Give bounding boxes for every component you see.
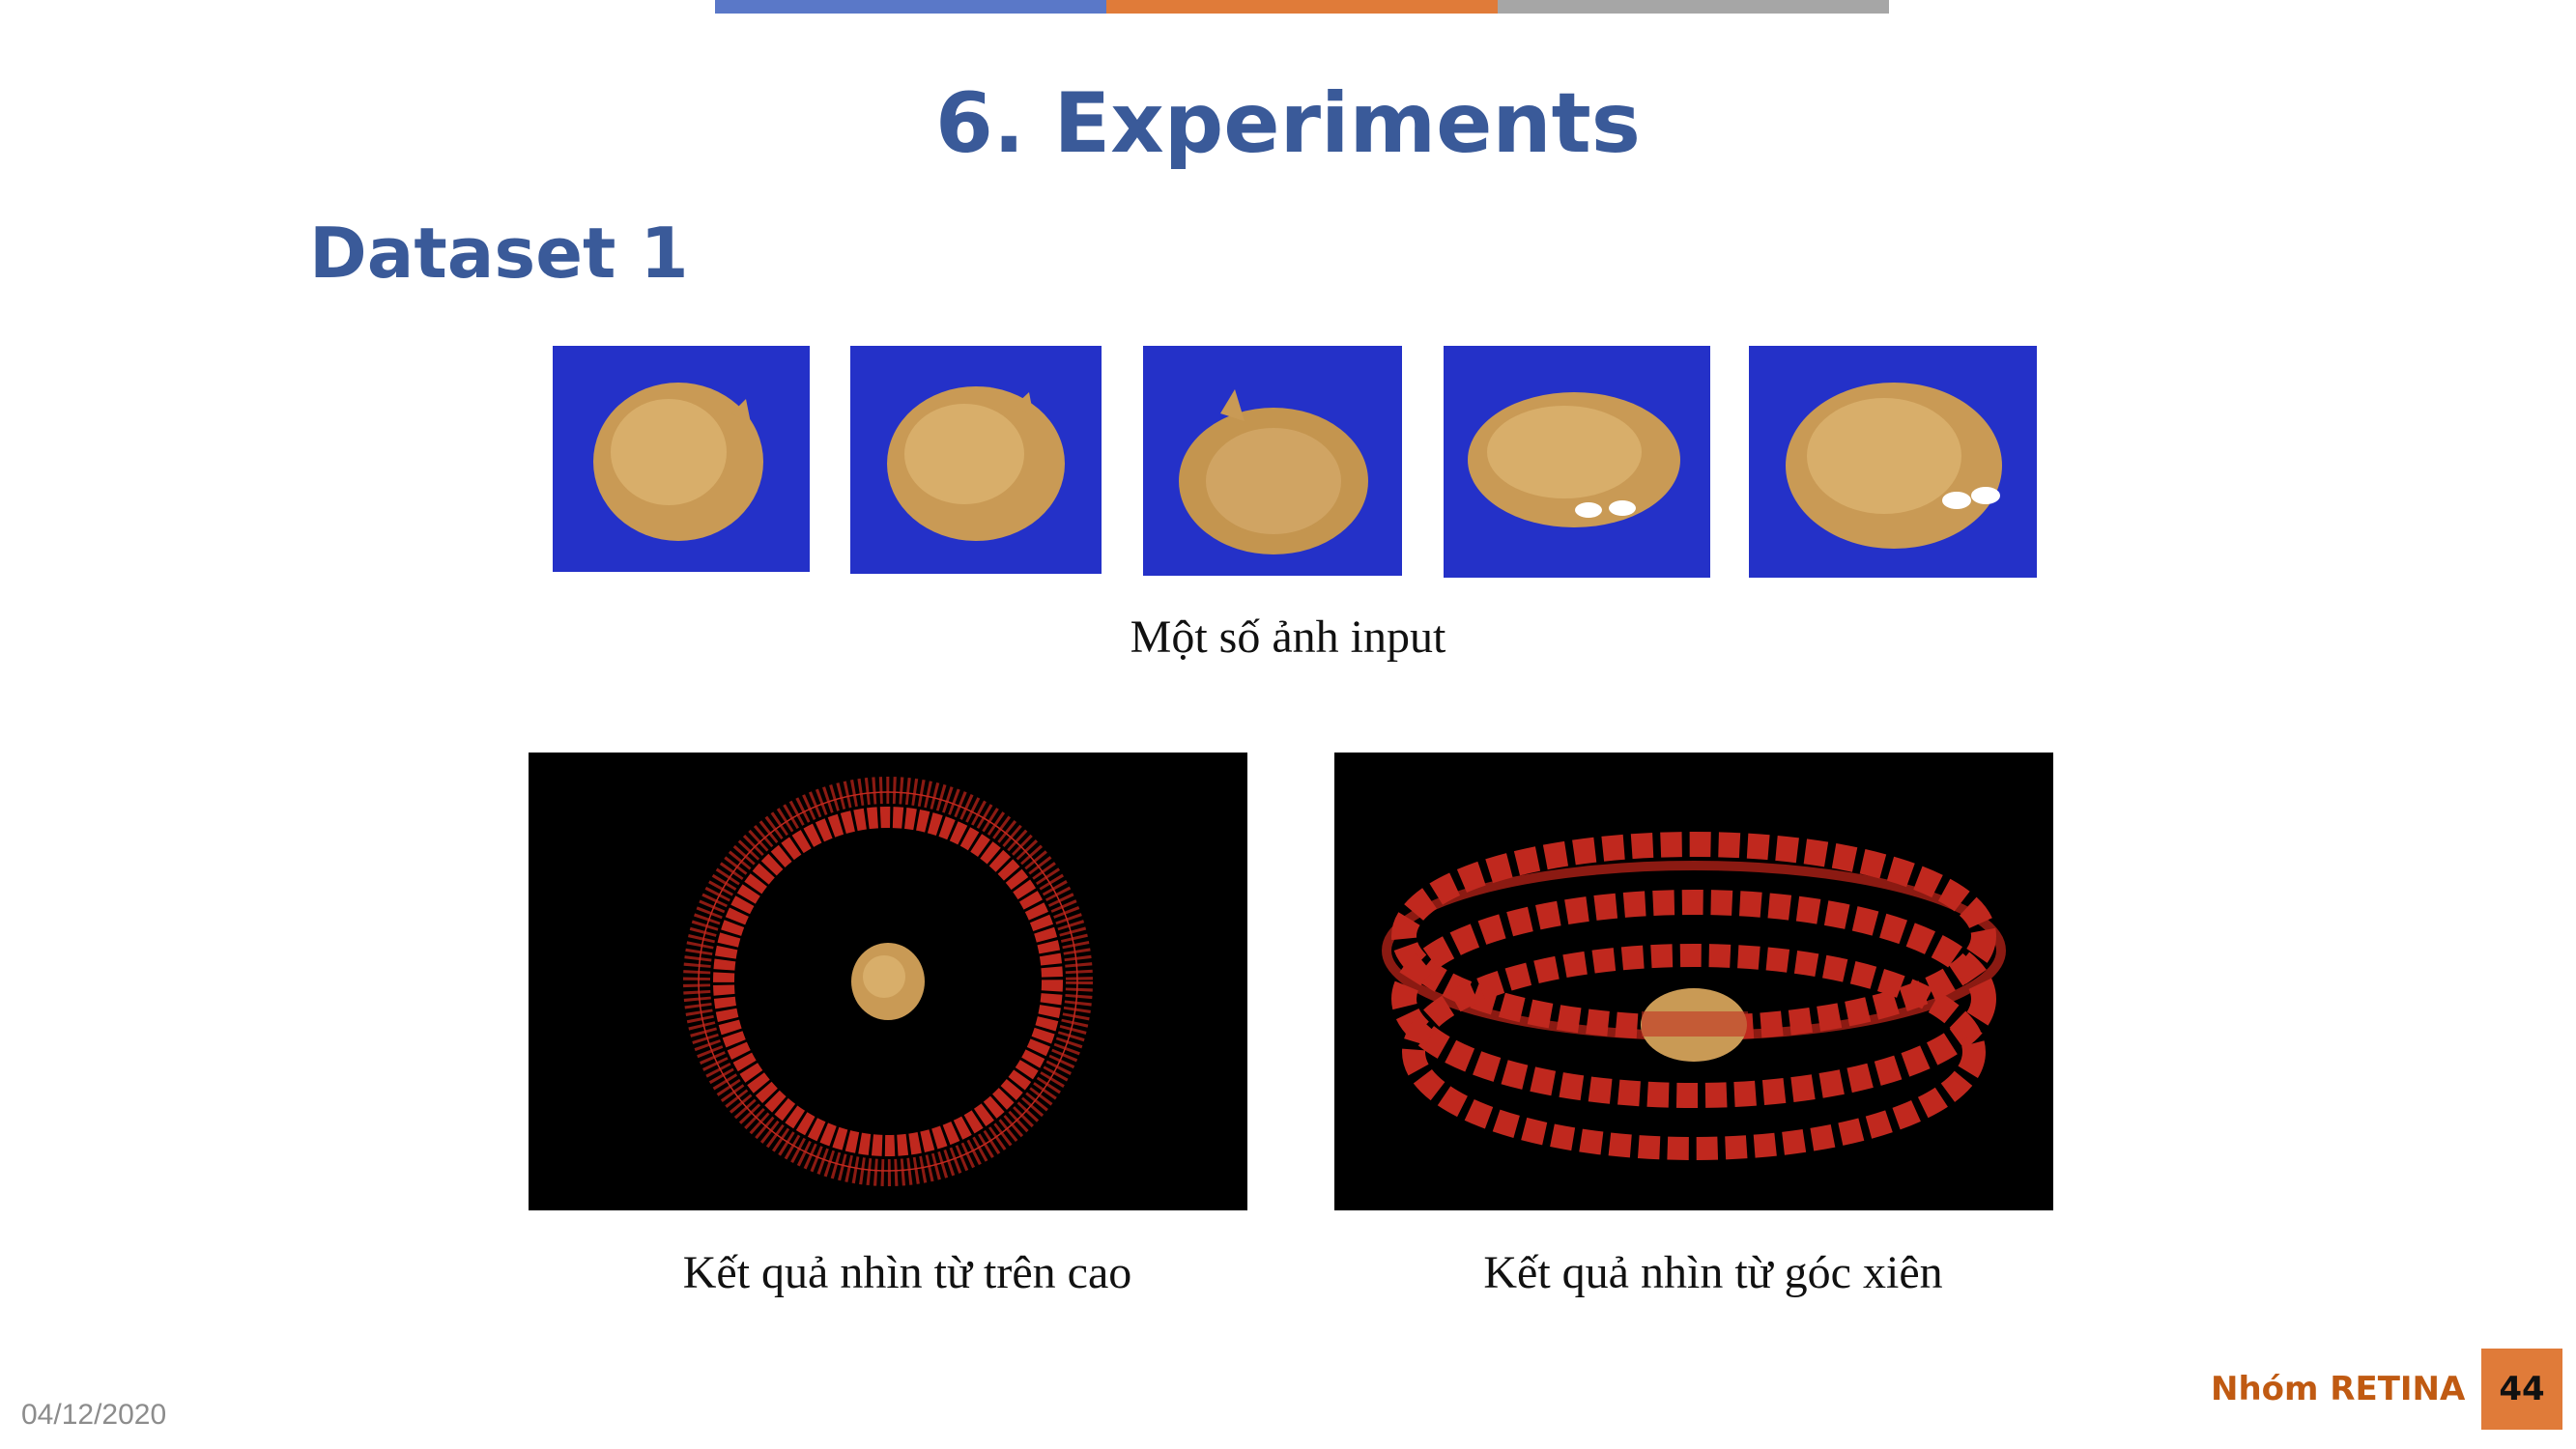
footer-date: 04/12/2020 [21,1399,167,1431]
input-caption: Một số ảnh input [1130,611,1446,663]
input-photo-4 [1444,346,1710,578]
result-top-view [529,753,1247,1210]
accent-bar-blue [715,0,1106,14]
dataset-heading: Dataset 1 [309,213,689,294]
input-photo-5 [1749,346,2037,578]
input-photo-1 [553,346,810,572]
accent-bar-gray [1498,0,1889,14]
input-photo-3 [1143,346,1402,576]
result-oblique-view [1334,753,2053,1210]
footer-group-name: Nhóm RETINA [2211,1370,2466,1408]
slide-title: 6. Experiments [935,75,1641,172]
input-photo-2 [850,346,1102,574]
result-caption-oblique: Kết quả nhìn từ góc xiên [1483,1247,1943,1298]
accent-bar-orange [1106,0,1498,14]
result-caption-top: Kết quả nhìn từ trên cao [682,1247,1132,1298]
page-number: 44 [2481,1349,2562,1430]
